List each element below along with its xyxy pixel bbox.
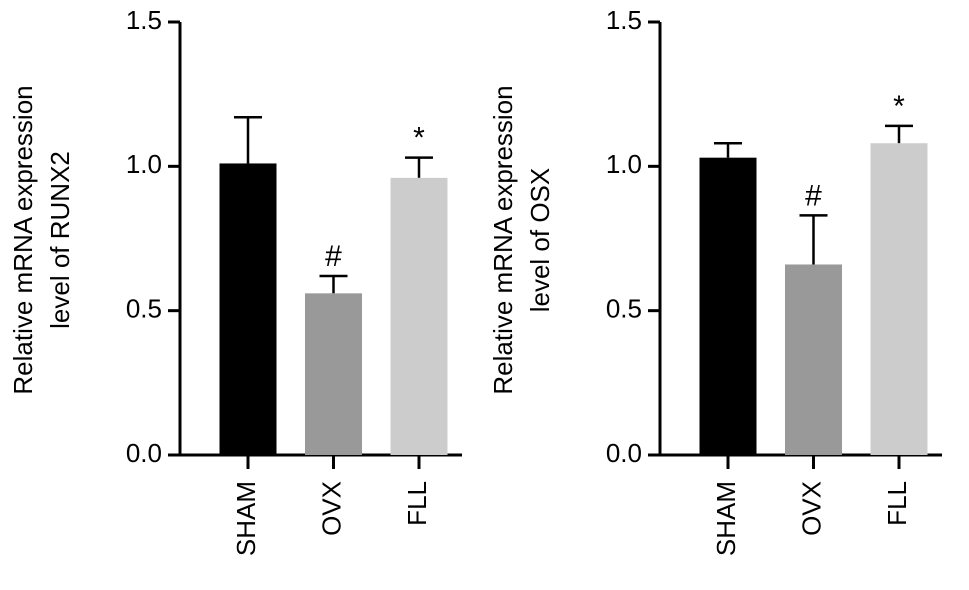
x-tick-label: OVX — [316, 481, 346, 536]
y-tick-label: 0.0 — [606, 438, 642, 468]
y-axis-label: level of OSX — [525, 168, 555, 313]
x-tick-label: FLL — [402, 481, 432, 526]
significance-marker: * — [893, 90, 905, 123]
y-tick-label: 1.5 — [126, 5, 162, 35]
y-tick-label: 0.0 — [126, 438, 162, 468]
bar — [870, 143, 928, 456]
y-tick-label: 1.0 — [606, 149, 642, 179]
y-tick-label: 0.5 — [126, 294, 162, 324]
bar — [390, 177, 448, 455]
y-axis-label: level of RUNX2 — [45, 151, 75, 329]
y-tick-label: 0.5 — [606, 294, 642, 324]
x-tick-label: SHAM — [711, 481, 741, 556]
bar — [785, 264, 842, 455]
y-axis-label: Relative mRNA expression — [8, 85, 38, 394]
bar — [219, 163, 277, 456]
significance-marker: # — [325, 240, 342, 273]
y-tick-label: 1.0 — [126, 149, 162, 179]
x-tick-label: FLL — [882, 481, 912, 526]
y-axis-label: Relative mRNA expression — [488, 85, 518, 394]
significance-marker: # — [805, 179, 822, 212]
x-tick-label: OVX — [796, 481, 826, 536]
y-tick-label: 1.5 — [606, 5, 642, 35]
bar — [305, 293, 362, 455]
significance-marker: * — [413, 122, 425, 155]
x-tick-label: SHAM — [231, 481, 261, 556]
bar — [699, 157, 757, 455]
